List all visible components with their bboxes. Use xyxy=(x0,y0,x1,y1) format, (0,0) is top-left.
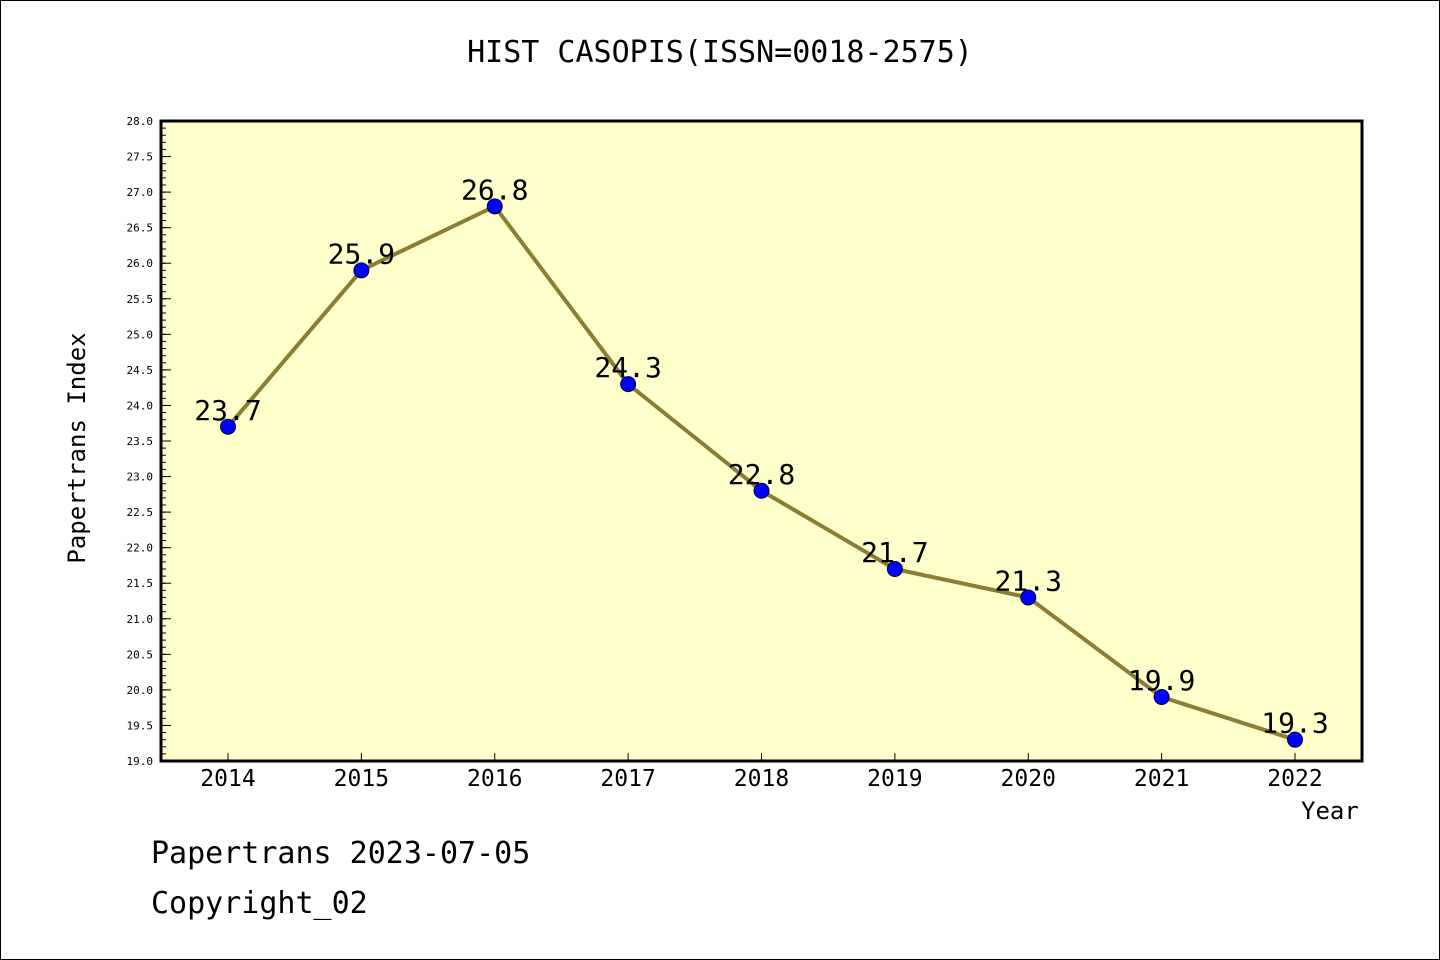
x-tick-label: 2020 xyxy=(1001,766,1056,792)
x-tick-label: 2017 xyxy=(600,766,655,792)
footer-date: Papertrans 2023-07-05 xyxy=(151,836,531,871)
y-tick-label: 20.0 xyxy=(127,684,154,697)
data-label: 21.7 xyxy=(861,536,928,569)
data-point xyxy=(220,418,236,435)
y-tick-label: 24.0 xyxy=(127,399,154,412)
x-tick-label: 2019 xyxy=(867,766,922,792)
data-label: 23.7 xyxy=(194,394,261,427)
y-tick-label: 28.0 xyxy=(127,115,154,128)
y-tick-label: 21.5 xyxy=(127,577,154,590)
y-tick-label: 27.0 xyxy=(127,186,154,199)
data-point xyxy=(753,482,770,499)
y-tick-label: 27.5 xyxy=(127,151,154,164)
y-tick-label: 25.0 xyxy=(127,328,154,341)
data-point xyxy=(1020,589,1037,606)
data-label: 26.8 xyxy=(461,173,528,206)
x-axis-label: Year xyxy=(1301,797,1359,825)
y-tick-label: 26.0 xyxy=(127,257,154,270)
footer-copyright: Copyright_02 xyxy=(151,886,368,921)
y-tick-label: 23.0 xyxy=(127,471,154,484)
y-tick-label: 19.5 xyxy=(127,719,154,732)
plot-frame xyxy=(159,119,1364,763)
data-label: 24.3 xyxy=(594,351,661,384)
y-tick-label: 24.5 xyxy=(127,364,154,377)
x-tick-label: 2018 xyxy=(734,766,789,792)
x-tick-label: 2021 xyxy=(1134,766,1189,792)
chart-title: HIST CASOPIS(ISSN=0018-2575) xyxy=(467,35,973,70)
data-label: 25.9 xyxy=(328,237,395,270)
data-label: 22.8 xyxy=(728,458,795,491)
y-tick-label: 22.5 xyxy=(127,506,154,519)
y-tick-label: 19.0 xyxy=(127,755,154,768)
x-tick-label: 2016 xyxy=(467,766,522,792)
data-label: 19.3 xyxy=(1261,707,1328,740)
data-point xyxy=(353,262,370,279)
data-label: 19.9 xyxy=(1128,664,1195,697)
x-tick-label: 2015 xyxy=(334,766,389,792)
y-tick-label: 21.0 xyxy=(127,613,154,626)
plot-area xyxy=(161,121,1362,761)
data-point xyxy=(1287,731,1303,748)
data-point xyxy=(886,561,903,577)
y-tick-label: 23.5 xyxy=(127,435,154,448)
data-point xyxy=(1153,689,1170,705)
data-point xyxy=(486,198,503,215)
data-label: 21.3 xyxy=(995,564,1062,597)
y-tick-label: 25.5 xyxy=(127,293,154,306)
y-tick-label: 20.5 xyxy=(127,648,154,661)
x-tick-label: 2014 xyxy=(200,766,255,792)
y-tick-label: 22.0 xyxy=(127,542,154,555)
data-point xyxy=(620,376,637,393)
y-tick-label: 26.5 xyxy=(127,222,154,235)
x-tick-label: 2022 xyxy=(1267,766,1322,792)
